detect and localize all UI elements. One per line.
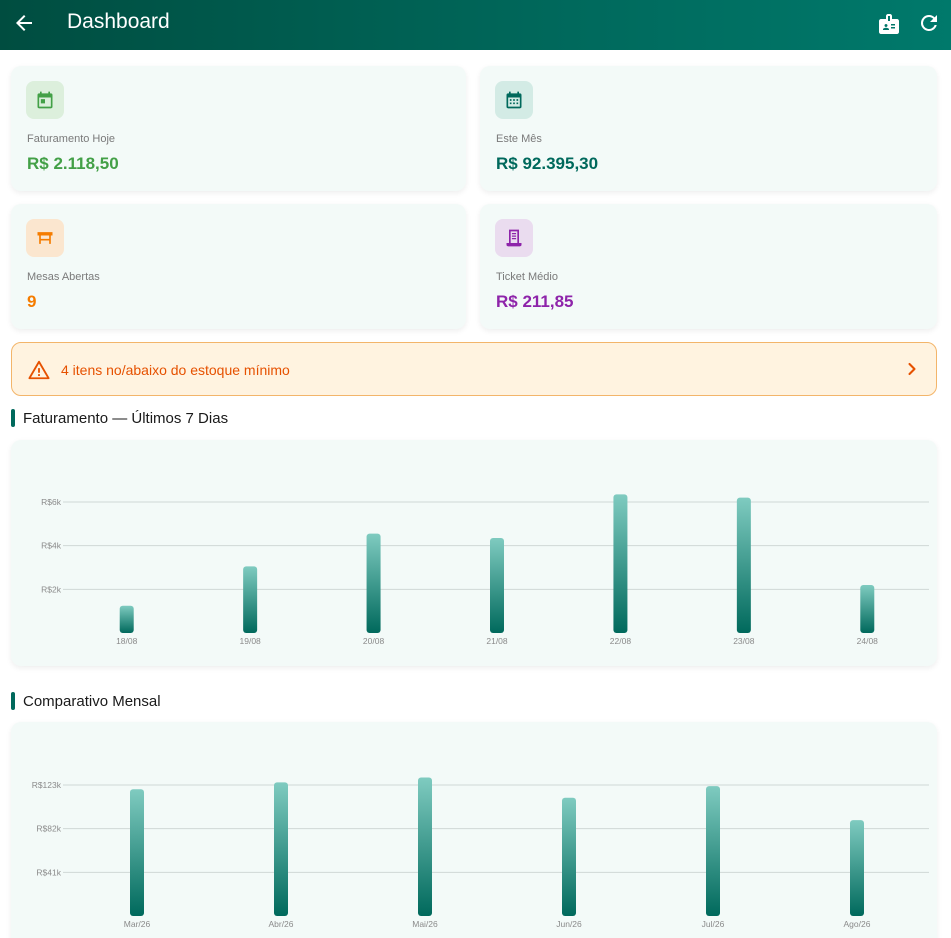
weekly-revenue-chart: R$2k R$4k R$6k 18/08 19/08 20/08 21/08 22/08 23/…: [41, 494, 929, 646]
kpi-card-tables: Mesas Abertas 9: [11, 204, 466, 329]
bar[interactable]: [366, 533, 381, 633]
kpi-label: Mesas Abertas: [27, 271, 100, 283]
section-title-text: Faturamento — Últimos 7 Dias: [23, 409, 229, 427]
x-tick-label: Mar/26: [124, 919, 151, 929]
kpi-label: Este Mês: [496, 133, 542, 145]
weekly-revenue-chart-card: R$2k R$4k R$6k 18/08 19/08 20/08 21/08 22/08 23/…: [11, 440, 937, 666]
section-accent-bar: [11, 692, 15, 710]
bar[interactable]: [243, 566, 258, 633]
y-tick-label: R$6k: [41, 497, 62, 507]
x-tick-label: 22/08: [610, 636, 632, 646]
bar[interactable]: [850, 820, 864, 916]
monthly-comparison-chart-card: R$41k R$82k R$123k Mar/26 Abr/26 Mai/26 Jun/26…: [11, 722, 937, 938]
kpi-value: 9: [27, 292, 37, 311]
kpi-card-ticket: Ticket Médio R$ 211,85: [480, 204, 937, 329]
kpi-label: Ticket Médio: [496, 271, 558, 283]
bar[interactable]: [490, 538, 504, 633]
table-icon: [26, 219, 64, 257]
bar[interactable]: [130, 789, 144, 916]
bar[interactable]: [613, 494, 628, 633]
bar[interactable]: [119, 605, 134, 633]
x-tick-label: 24/08: [857, 636, 879, 646]
calendar-month-icon: [495, 81, 533, 119]
id-badge-icon[interactable]: [877, 12, 901, 36]
x-tick-label: Ago/26: [844, 919, 871, 929]
section-title-monthly: Comparativo Mensal: [11, 692, 161, 710]
low-stock-alert[interactable]: 4 itens no/abaixo do estoque mínimo: [11, 342, 937, 396]
kpi-value: R$ 2.118,50: [27, 154, 119, 173]
section-title-text: Comparativo Mensal: [23, 692, 161, 710]
bar[interactable]: [562, 797, 576, 916]
kpi-value: R$ 92.395,30: [496, 154, 599, 173]
alert-message: 4 itens no/abaixo do estoque mínimo: [61, 362, 290, 378]
bar[interactable]: [418, 777, 432, 916]
x-tick-label: 21/08: [486, 636, 508, 646]
x-tick-label: 19/08: [240, 636, 262, 646]
bar[interactable]: [706, 786, 720, 916]
receipt-icon: [495, 219, 533, 257]
kpi-label: Faturamento Hoje: [27, 133, 116, 145]
y-tick-label: R$41k: [36, 867, 61, 877]
x-tick-label: Abr/26: [268, 919, 293, 929]
refresh-icon[interactable]: [917, 11, 941, 35]
bar[interactable]: [274, 782, 288, 916]
calendar-today-icon: [26, 81, 64, 119]
y-tick-label: R$123k: [32, 780, 62, 790]
bar[interactable]: [860, 584, 875, 633]
kpi-card-today: Faturamento Hoje R$ 2.118,50: [11, 66, 466, 191]
x-tick-label: 20/08: [363, 636, 385, 646]
page-title: Dashboard: [67, 10, 170, 33]
x-tick-label: Jul/26: [702, 919, 725, 929]
arrow-left-icon[interactable]: [12, 11, 36, 35]
kpi-card-month: Este Mês R$ 92.395,30: [480, 66, 937, 191]
bar[interactable]: [736, 497, 751, 633]
x-tick-label: Mai/26: [412, 919, 438, 929]
monthly-comparison-chart: R$41k R$82k R$123k Mar/26 Abr/26 Mai/26 Jun/26…: [32, 777, 929, 929]
y-tick-label: R$82k: [36, 824, 61, 834]
section-accent-bar: [11, 409, 15, 427]
chevron-right-icon[interactable]: [902, 359, 922, 379]
warning-icon: [28, 360, 50, 380]
y-tick-label: R$4k: [41, 541, 62, 551]
x-tick-label: Jun/26: [556, 919, 582, 929]
y-tick-label: R$2k: [41, 584, 62, 594]
x-tick-label: 23/08: [733, 636, 755, 646]
kpi-value: R$ 211,85: [496, 292, 574, 311]
section-title-weekly: Faturamento — Últimos 7 Dias: [11, 409, 228, 427]
x-tick-label: 18/08: [116, 636, 138, 646]
app-bar: Dashboard: [0, 0, 951, 50]
